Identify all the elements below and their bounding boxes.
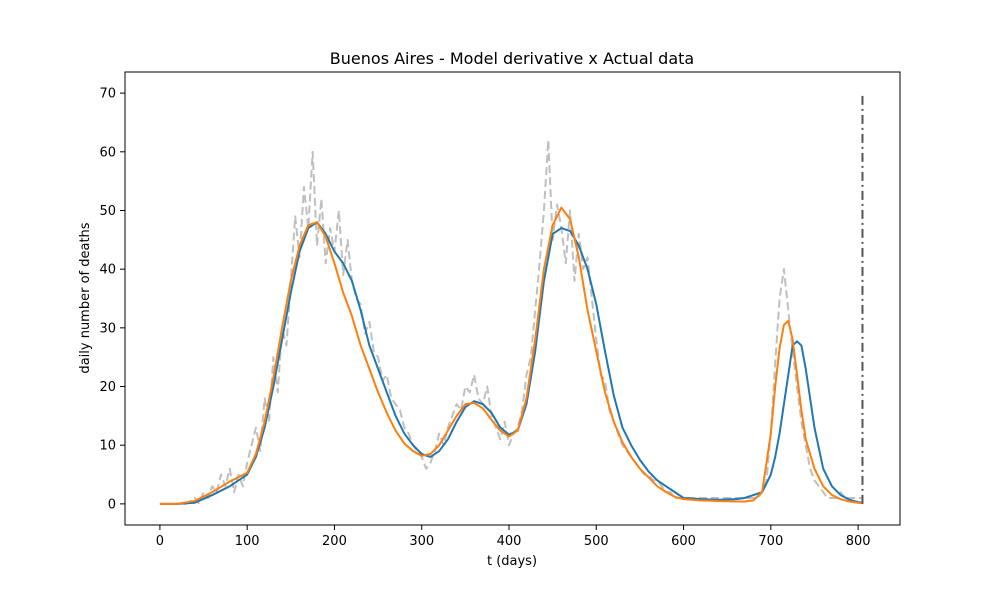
x-tick-label: 300 <box>409 534 434 549</box>
y-tick-label: 30 <box>99 321 116 336</box>
x-tick-label: 600 <box>671 534 696 549</box>
y-tick-label: 50 <box>99 204 116 219</box>
series-line-model_blue <box>159 221 863 505</box>
chart-title: Buenos Aires - Model derivative x Actual… <box>330 49 694 68</box>
series-line-actual <box>159 139 863 505</box>
y-tick-label: 10 <box>99 439 116 454</box>
x-tick-label: 100 <box>235 534 260 549</box>
x-tick-label: 500 <box>584 534 609 549</box>
y-tick-label: 70 <box>99 87 116 102</box>
y-tick-label: 40 <box>99 263 116 278</box>
plot-area <box>159 93 864 505</box>
x-tick-label: 800 <box>846 534 871 549</box>
y-tick-label: 20 <box>99 380 116 395</box>
x-tick-label: 700 <box>758 534 783 549</box>
series-line-model_orange <box>159 206 863 505</box>
y-axis-label: daily number of deaths <box>78 222 93 373</box>
x-axis-label: t (days) <box>487 554 537 569</box>
x-tick-label: 200 <box>322 534 347 549</box>
axes-frame <box>124 71 901 526</box>
x-tick-label: 400 <box>497 534 522 549</box>
y-tick-label: 0 <box>108 497 116 512</box>
x-axis: 0 100 200 300 400 500 600 700 800 <box>156 525 871 549</box>
y-tick-label: 60 <box>99 145 116 160</box>
x-tick-label: 0 <box>156 534 164 549</box>
y-axis: 0 10 20 30 40 50 60 70 <box>99 87 125 512</box>
